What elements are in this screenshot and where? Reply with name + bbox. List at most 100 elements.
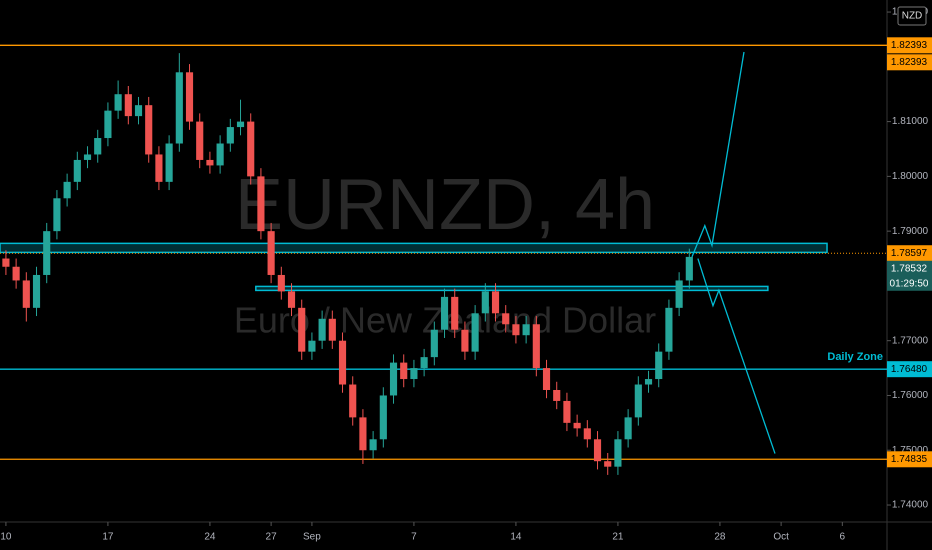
candle-body [563, 400, 571, 423]
x-tick-label: 17 [102, 532, 114, 543]
candle-body [196, 121, 204, 160]
candle-body [614, 439, 622, 467]
y-tick-label: 1.74000 [892, 500, 929, 511]
countdown: 01:29:50 [890, 278, 929, 289]
candle-body [53, 198, 61, 232]
candle-body [420, 357, 428, 369]
projection-path [697, 258, 776, 454]
candle-body [491, 291, 500, 314]
candle-body [410, 368, 418, 380]
x-tick-label: 7 [411, 532, 417, 543]
x-tick-label: 24 [204, 532, 216, 543]
x-tick-label: 6 [840, 532, 846, 543]
candle-body [389, 362, 398, 396]
x-tick-label: 21 [612, 532, 624, 543]
candle-body [216, 143, 224, 166]
high-marker-box [887, 54, 932, 71]
level-label: 1.82393 [891, 40, 928, 51]
zone [0, 242, 828, 254]
candle-body [94, 138, 102, 155]
candle-body [502, 313, 510, 325]
candle-body [318, 318, 326, 341]
currency-box [897, 6, 927, 26]
level-label-box [887, 361, 932, 378]
candle-body [2, 258, 10, 267]
candle-body [277, 274, 285, 292]
level-label: 1.78597 [891, 248, 928, 259]
candle-body [206, 159, 214, 166]
level-label: 1.74835 [891, 454, 928, 465]
candle-body [308, 340, 316, 352]
candle-body [134, 105, 143, 117]
candle-body [83, 154, 92, 160]
x-tick-label: 27 [266, 532, 278, 543]
candle-body [73, 159, 81, 182]
zone [255, 285, 769, 292]
candle-body [369, 439, 377, 451]
candle-body [349, 384, 357, 418]
candle-body [175, 72, 183, 144]
candle-body [593, 439, 602, 462]
x-tick-label: Oct [773, 532, 789, 543]
candle-body [461, 329, 469, 352]
candle-body [155, 154, 163, 182]
candle-body [430, 329, 438, 358]
y-tick-label: 1.81000 [892, 116, 929, 127]
currency: NZD [902, 11, 923, 22]
candle-body [451, 296, 459, 330]
candle-body [634, 384, 642, 418]
y-tick-label: 1.80000 [892, 171, 929, 182]
candle-body [644, 379, 653, 385]
candle-body [185, 72, 194, 122]
y-tick-label: 1.79000 [892, 226, 929, 237]
candle-body [685, 256, 693, 281]
candle-body [226, 127, 234, 144]
candle-body [512, 324, 520, 336]
candle-body [624, 417, 632, 440]
candle-body [63, 181, 71, 199]
y-tick-label: 1.75000 [892, 445, 929, 456]
y-tick-label: 1.77000 [892, 335, 929, 346]
x-tick-label: 10 [0, 532, 12, 543]
candle-body [114, 94, 122, 111]
candle-body [359, 417, 367, 451]
candle-body [12, 266, 20, 281]
candle-body [532, 324, 540, 369]
candle-body [522, 324, 530, 336]
candle-body [236, 121, 245, 128]
candle-body [481, 291, 489, 314]
candle-body [104, 110, 112, 139]
candle-body [287, 291, 296, 308]
candle-body [43, 231, 51, 275]
price-label-box [887, 260, 932, 291]
candle-body [338, 340, 347, 385]
candle-body [471, 313, 479, 352]
candle-body [553, 389, 561, 401]
price-label: 1.78532 [891, 263, 928, 274]
candle-body [298, 307, 306, 352]
candle-body [257, 176, 265, 232]
level-label: 1.76480 [891, 364, 928, 375]
candle-body [32, 274, 41, 308]
level-label-box [887, 245, 932, 262]
projection-path [691, 51, 745, 258]
watermark-symbol: EURNZD, 4h [235, 165, 655, 245]
candle-body [145, 105, 153, 155]
x-tick-label: Sep [303, 532, 321, 543]
candle-body [665, 307, 673, 352]
candle-body [267, 231, 275, 275]
candle-body [675, 280, 683, 308]
y-tick-label: 1.76000 [892, 390, 929, 401]
candle-body [247, 121, 255, 177]
level-label-box [887, 37, 932, 54]
candle-body [440, 296, 449, 330]
candle-body [328, 318, 336, 341]
candle-body [573, 422, 581, 429]
candle-body [604, 461, 612, 467]
candle-body [400, 362, 408, 380]
x-tick-label: 28 [714, 532, 726, 543]
candle-body [165, 143, 173, 182]
